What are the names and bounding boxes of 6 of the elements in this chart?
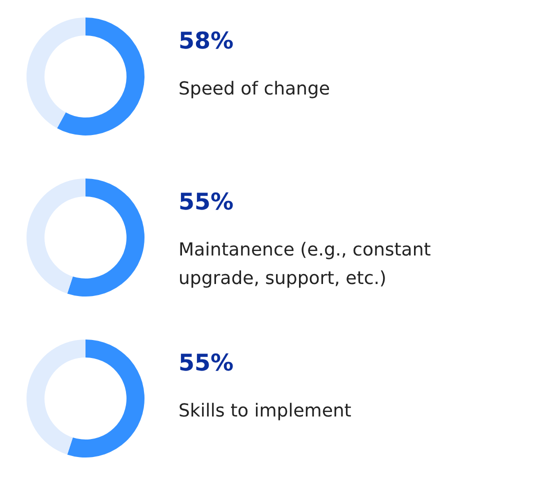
data-label: 55%	[178, 350, 234, 376]
text: Skills to implement	[178, 400, 352, 422]
text: Maintanence (e.g., constant upgrade, support, etc.)	[178, 240, 431, 289]
data-label: 55%	[178, 190, 234, 216]
text: Speed of change	[178, 78, 330, 100]
data-label: 58%	[178, 28, 234, 54]
